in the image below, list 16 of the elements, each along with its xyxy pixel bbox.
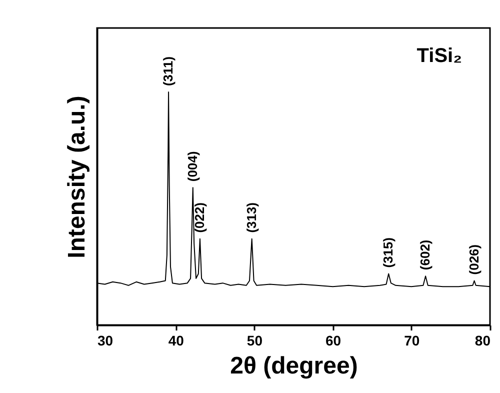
x-axis-title: 2θ (degree) — [230, 352, 358, 380]
annotation: (004) — [184, 151, 200, 182]
annotation: (315) — [380, 237, 396, 268]
annotation: (311) — [160, 56, 176, 86]
annotation: (026) — [466, 244, 482, 275]
text: TiSi₂ — [416, 45, 462, 67]
annotation: (602) — [418, 240, 433, 270]
annotation: (313) — [244, 202, 259, 233]
x-tick-label: 30 — [98, 332, 114, 348]
x-tick-label: 50 — [246, 332, 263, 348]
y-axis-title: Intensity (a.u.) — [64, 96, 90, 258]
annotation: (022) — [192, 202, 207, 233]
x-tick-label: 60 — [326, 332, 342, 348]
x-tick-label: 80 — [474, 332, 491, 348]
x-tick-label: 70 — [404, 332, 420, 348]
x-tick-label: 40 — [168, 332, 184, 348]
